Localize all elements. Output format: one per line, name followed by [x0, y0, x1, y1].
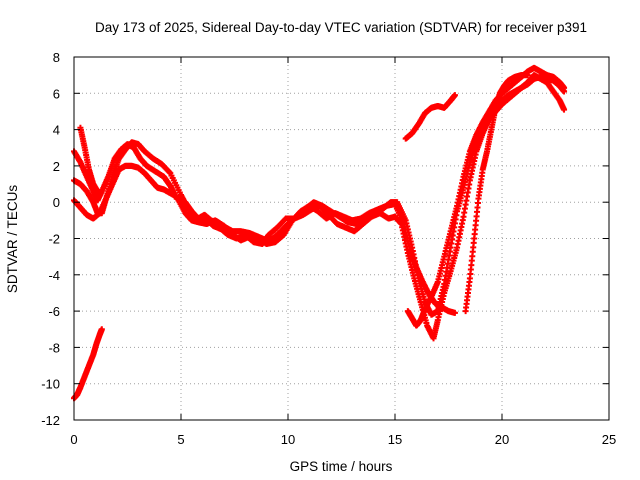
- y-tick-label: -12: [41, 413, 60, 428]
- data-point: [524, 72, 531, 79]
- series-7: [462, 72, 531, 315]
- grid: [74, 57, 609, 420]
- x-axis-label: GPS time / hours: [290, 459, 393, 474]
- x-tick-label: 0: [70, 432, 77, 447]
- x-tick-label: 5: [177, 432, 184, 447]
- y-axis-label: SDTVAR / TECUs: [5, 185, 20, 294]
- x-tick-label: 15: [388, 432, 402, 447]
- series-8: [71, 326, 105, 402]
- data-point: [451, 92, 458, 99]
- y-tick-label: -8: [48, 340, 60, 355]
- y-tick-label: -6: [48, 304, 60, 319]
- series-4: [404, 64, 568, 329]
- x-tick-label: 10: [281, 432, 295, 447]
- x-tick-label: 20: [495, 432, 509, 447]
- data-point: [451, 309, 458, 316]
- series-2: [71, 73, 568, 342]
- data-point: [94, 188, 101, 195]
- y-tick-label: -2: [48, 232, 60, 247]
- data-point: [561, 106, 568, 113]
- y-tick-label: 0: [53, 195, 60, 210]
- x-tick-label: 25: [602, 432, 616, 447]
- series-5: [77, 124, 101, 195]
- y-tick-label: -10: [41, 377, 60, 392]
- series-3: [71, 162, 458, 316]
- series-6: [402, 92, 458, 142]
- y-tick-label: 4: [53, 123, 60, 138]
- chart-title: Day 173 of 2025, Sidereal Day-to-day VTE…: [95, 20, 587, 35]
- data-point: [561, 84, 568, 91]
- y-tick-label: -4: [48, 268, 60, 283]
- y-tick-label: 2: [53, 159, 60, 174]
- y-tick-label: 6: [53, 86, 60, 101]
- axis-ticks: 0 5 10 15 20 25 -12 -10 -8 -6 -4 -2 0 2 4 6 8: [41, 50, 616, 447]
- data-series: [71, 64, 568, 402]
- data-point: [98, 326, 105, 333]
- y-tick-label: 8: [53, 50, 60, 65]
